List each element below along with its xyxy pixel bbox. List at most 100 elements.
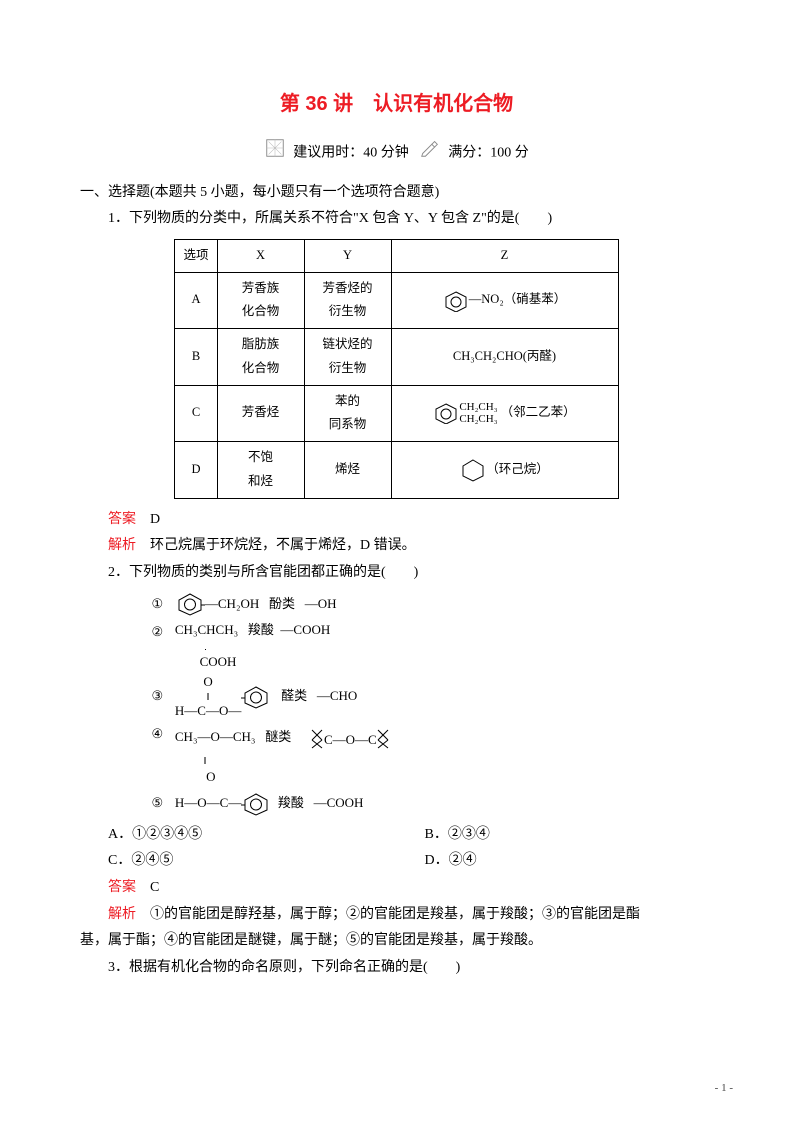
pencil-icon <box>419 137 441 170</box>
q2-item-3: ③ O ‖ H—C—O— 醛类 —CHO <box>152 675 714 718</box>
group: —CHO <box>317 686 357 707</box>
q2-item-4: ④ CH₃—O—CH₃ 醚类 C—O—C ‖ O <box>152 724 714 786</box>
cell-opt: C <box>175 385 217 442</box>
explanation-label: 解析 <box>108 538 136 553</box>
q2-opt-c: C．②④⑤ <box>80 848 397 875</box>
q2-opt-d: D．②④ <box>397 848 714 875</box>
page-root: 第 36 讲 认识有机化合物 建议用时：40 分钟 满分：100 分 一、选择题… <box>0 0 793 1021</box>
txt: 芳香烃的 <box>322 281 372 295</box>
th-y: Y <box>304 239 391 272</box>
q1-table: 选项 X Y Z A 芳香族化合物 芳香烃的衍生物 —NO₂（硝基苯） B 脂肪… <box>174 239 618 499</box>
ether-group-icon: C—O—C <box>304 724 394 752</box>
txt: O <box>203 674 212 689</box>
q3-stem: 3．根据有机化合物的命名原则，下列命名正确的是( ) <box>80 955 713 982</box>
item-num: ③ <box>152 686 175 707</box>
q1-stem: 1．下列物质的分类中，所属关系不符合"X 包含 Y、Y 包含 Z"的是( ) <box>80 206 713 233</box>
txt: CH₂CH₃ <box>459 413 497 425</box>
formula: H—O—C— <box>175 793 241 814</box>
q2-items: ① —CH₂OH 酚类 —OH ② CH₃CHCH₃ 羧酸 —COOH COOH… <box>152 592 714 815</box>
cell-z: —NO₂（硝基苯） <box>391 272 618 329</box>
q2-explanation-line1: 解析 ①的官能团是醇羟基，属于醇；②的官能团是羧基，属于羧酸；③的官能团是酯 <box>80 902 713 929</box>
category: 羧酸 <box>248 622 274 637</box>
txt: 化合物 <box>242 304 280 318</box>
q2-options-row1: A．①②③④⑤ B．②③④ <box>80 822 713 849</box>
q2-opt-a: A．①②③④⑤ <box>80 822 397 849</box>
txt: —NO₂（硝基苯） <box>469 292 566 306</box>
txt: CH₃CHCH₃ <box>175 622 238 637</box>
txt: 同系物 <box>329 417 367 431</box>
txt: CH₃—O—CH₃ <box>175 729 256 744</box>
item-num: ⑤ <box>152 793 175 814</box>
group: —COOH <box>314 793 364 814</box>
benzene-icon <box>241 685 271 709</box>
explanation-text: 环己烷属于环烷烃，不属于烯烃，D 错误。 <box>150 538 416 553</box>
explanation-text: ①的官能团是醇羟基，属于醇；②的官能团是羧基，属于羧酸；③的官能团是酯 <box>150 907 640 922</box>
txt: 不饱 <box>248 450 273 464</box>
txt: 脂肪族 <box>242 337 280 351</box>
formula: CH₃—O—CH₃ 醚类 C—O—C ‖ O <box>175 724 394 786</box>
item-num: ① <box>152 594 175 615</box>
cell-y: 链状烃的衍生物 <box>304 329 391 386</box>
item-num: ② <box>152 622 175 643</box>
table-row: A 芳香族化合物 芳香烃的衍生物 —NO₂（硝基苯） <box>175 272 618 329</box>
benzene-icon <box>241 792 271 816</box>
group: —COOH <box>280 622 330 637</box>
th-x: X <box>217 239 304 272</box>
hexagon-icon <box>460 458 486 482</box>
answer-label: 答案 <box>108 512 136 527</box>
th-option: 选项 <box>175 239 217 272</box>
txt: H—C—O— <box>175 703 241 718</box>
category: 醚类 <box>265 729 291 744</box>
formula: —CH₂OH <box>205 594 259 615</box>
txt: 化合物 <box>242 361 280 375</box>
txt: 衍生物 <box>329 361 367 375</box>
benzene-icon <box>175 592 205 616</box>
q1-answer: 答案 D <box>80 507 713 534</box>
cell-x: 不饱和烃 <box>217 442 304 499</box>
txt: 衍生物 <box>329 304 367 318</box>
cell-z: CH₂CH₃CH₂CH₃ （邻二乙苯） <box>391 385 618 442</box>
q1-explanation: 解析 环己烷属于环烷烃，不属于烯烃，D 错误。 <box>80 533 713 560</box>
timing-line: 建议用时：40 分钟 满分：100 分 <box>80 137 713 170</box>
q2-answer: 答案 C <box>80 875 713 902</box>
q1-table-wrap: 选项 X Y Z A 芳香族化合物 芳香烃的衍生物 —NO₂（硝基苯） B 脂肪… <box>80 239 713 499</box>
category: 酚类 <box>269 594 295 615</box>
txt: CH₂CH₃CH₂CH₃ <box>459 401 497 425</box>
q2-stem: 2．下列物质的类别与所含官能团都正确的是( ) <box>80 560 713 587</box>
cell-y: 烯烃 <box>304 442 391 499</box>
explanation-label: 解析 <box>108 907 136 922</box>
clock-icon <box>264 137 286 170</box>
suggested-time: 建议用时：40 分钟 <box>293 146 409 161</box>
cell-opt: D <box>175 442 217 499</box>
table-row: C 芳香烃 苯的同系物 CH₂CH₃CH₂CH₃ （邻二乙苯） <box>175 385 618 442</box>
q2-explanation-line2: 基，属于酯；④的官能团是醚键，属于醚；⑤的官能团是羧基，属于羧酸。 <box>80 928 713 955</box>
page-number: - 1 - <box>715 1082 733 1094</box>
q2-opt-b: B．②③④ <box>397 822 714 849</box>
q2-item-1: ① —CH₂OH 酚类 —OH <box>152 592 714 616</box>
lecture-title: 第 36 讲 认识有机化合物 <box>80 85 713 123</box>
cell-x: 脂肪族化合物 <box>217 329 304 386</box>
q2-item-5: ⑤ H—O—C— 羧酸 —COOH <box>152 792 714 816</box>
item-num: ④ <box>152 724 175 745</box>
group: —OH <box>305 594 337 615</box>
cell-x: 芳香族化合物 <box>217 272 304 329</box>
answer-value: D <box>150 512 160 527</box>
txt: 苯的 <box>335 394 360 408</box>
q2-options-row2: C．②④⑤ D．②④ <box>80 848 713 875</box>
table-row: 选项 X Y Z <box>175 239 618 272</box>
full-score: 满分：100 分 <box>448 146 529 161</box>
txt: （邻二乙苯） <box>501 405 576 419</box>
formula: O ‖ H—C—O— <box>175 675 241 718</box>
txt: 和烃 <box>248 474 273 488</box>
section-1-heading: 一、选择题(本题共 5 小题，每小题只有一个选项符合题意) <box>80 180 713 207</box>
benzene-icon <box>443 290 469 312</box>
answer-label: 答案 <box>108 880 136 895</box>
cell-y: 芳香烃的衍生物 <box>304 272 391 329</box>
txt: O <box>206 769 215 784</box>
cell-z: （环己烷） <box>391 442 618 499</box>
cell-opt: B <box>175 329 217 386</box>
table-row: B 脂肪族化合物 链状烃的衍生物 CH₃CH₂CHO(丙醛) <box>175 329 618 386</box>
txt: CH₂CH₃ <box>459 401 497 413</box>
cell-z: CH₃CH₂CHO(丙醛) <box>391 329 618 386</box>
th-z: Z <box>391 239 618 272</box>
